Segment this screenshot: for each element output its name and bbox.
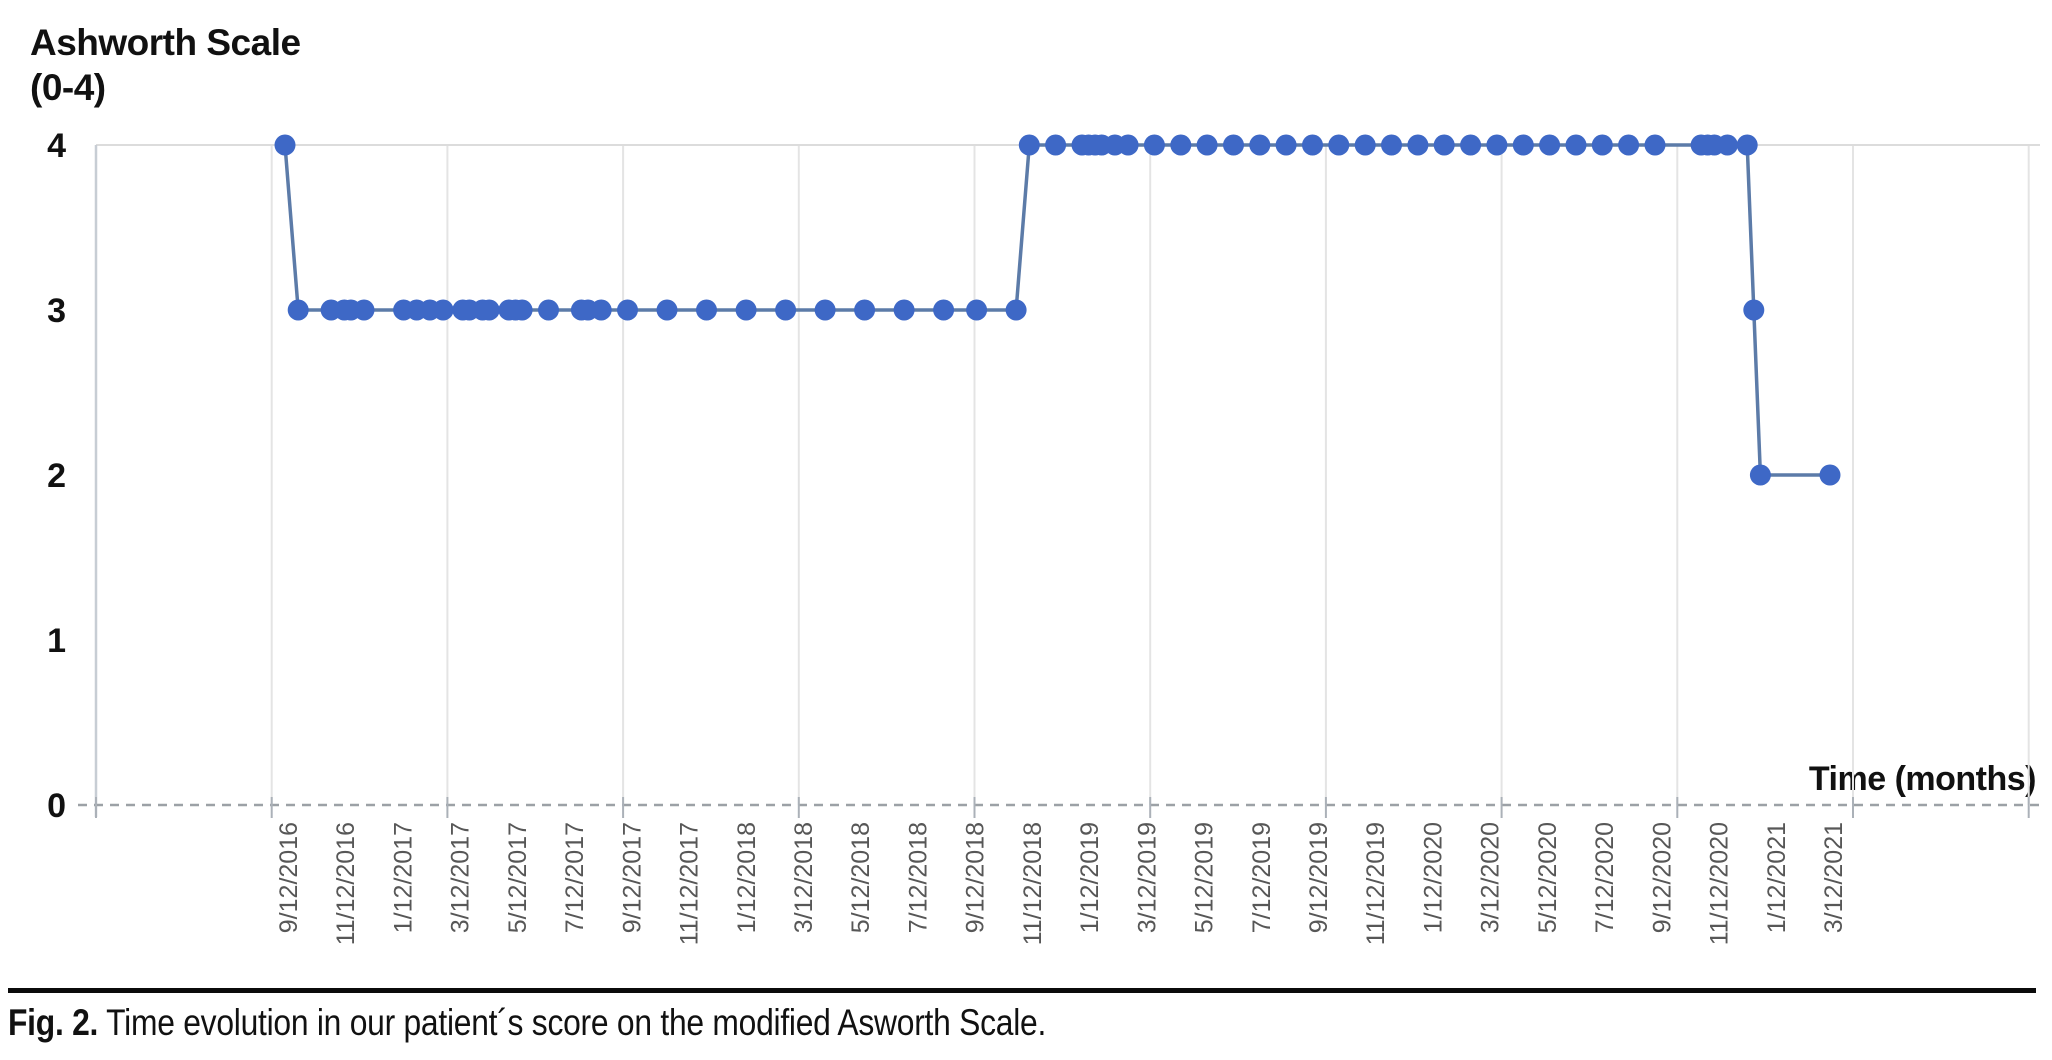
data-point: [1275, 134, 1297, 156]
y-tick-label: 2: [47, 457, 66, 495]
x-tick-label: 3/12/2021: [1820, 822, 1848, 933]
y-tick-label: 1: [47, 622, 66, 660]
data-point: [432, 299, 454, 321]
x-axis-title: Time (months): [1808, 760, 2037, 798]
x-tick-label: 11/12/2019: [1362, 822, 1390, 945]
caption-text: Time evolution in our patient´s score on…: [98, 1002, 1047, 1043]
x-tick-label: 9/12/2016: [275, 822, 303, 933]
x-tick-label: 5/12/2019: [1191, 822, 1219, 933]
ashworth-line-chart: 4 3 2 1 0 9/12/2016 11/12/2016 1/12/2017 3/12/20…: [47, 127, 2044, 945]
data-point: [538, 299, 559, 321]
data-point: [1460, 134, 1482, 156]
x-tick-label: 1/12/2019: [1076, 822, 1104, 933]
x-tick-label: 7/12/2017: [561, 822, 589, 933]
data-point: [1749, 464, 1771, 486]
chart-title: Ashworth Scale (0-4): [30, 20, 301, 110]
y-tick-label: 4: [47, 127, 66, 165]
data-point: [1143, 134, 1165, 156]
data-point: [1486, 134, 1508, 156]
data-point: [1565, 134, 1587, 156]
data-point: [1302, 134, 1323, 156]
x-tick-label: 7/12/2018: [904, 822, 932, 933]
data-point: [1018, 134, 1040, 156]
x-tick-label: 7/12/2019: [1248, 822, 1276, 933]
x-tick-label: 9/12/2018: [962, 822, 990, 933]
x-tick-label: 3/12/2020: [1477, 822, 1505, 933]
x-tick-label: 11/12/2018: [1019, 822, 1047, 945]
x-tick-label: 5/12/2018: [847, 822, 875, 933]
data-point: [854, 299, 876, 321]
data-point: [1249, 134, 1271, 156]
x-tick-label: 3/12/2017: [447, 822, 475, 933]
x-tick-label: 9/12/2019: [1305, 822, 1333, 933]
data-point: [274, 134, 296, 156]
data-point: [656, 299, 678, 321]
data-point: [1433, 134, 1455, 156]
x-tick-label: 9/12/2017: [618, 822, 646, 933]
data-point: [1196, 134, 1218, 156]
x-tick-label: 9/12/2020: [1648, 822, 1676, 933]
data-point: [1407, 134, 1429, 156]
data-point: [1591, 134, 1613, 156]
x-tick-label: 5/12/2020: [1534, 822, 1562, 933]
x-tick-label: 5/12/2017: [504, 822, 532, 933]
caption-inner: Fig. 2. Time evolution in our patient´s …: [8, 1002, 1046, 1044]
data-point: [1644, 134, 1666, 156]
chart-title-line1: Ashworth Scale: [30, 22, 301, 63]
data-point: [966, 299, 988, 321]
data-point: [1539, 134, 1561, 156]
figure-caption: Fig. 2. Time evolution in our patient´s …: [8, 988, 2036, 1044]
figure-label: Fig. 2.: [8, 1002, 99, 1043]
data-point: [1819, 464, 1841, 486]
data-point: [617, 299, 638, 321]
data-point: [1117, 134, 1139, 156]
data-point: [735, 299, 757, 321]
x-tick-label: 11/12/2016: [332, 822, 360, 945]
data-point: [1736, 134, 1758, 156]
x-tick-label: 11/12/2020: [1706, 822, 1734, 945]
data-point: [1743, 299, 1765, 321]
x-tick-label: 11/12/2017: [676, 822, 704, 945]
x-tick-label: 1/12/2021: [1763, 822, 1791, 933]
x-tick-label: 1/12/2018: [733, 822, 761, 933]
data-point: [1354, 134, 1376, 156]
x-tick-label: 1/12/2020: [1419, 822, 1447, 933]
data-point: [775, 299, 797, 321]
data-point: [1618, 134, 1640, 156]
data-point: [511, 299, 533, 321]
x-tick-label: 3/12/2018: [790, 822, 818, 933]
data-point: [353, 299, 375, 321]
data-point: [933, 299, 955, 321]
data-point: [1045, 134, 1067, 156]
data-point: [1716, 134, 1738, 156]
data-point: [814, 299, 836, 321]
data-point: [1328, 134, 1350, 156]
data-point: [893, 299, 915, 321]
chart-title-line2: (0-4): [30, 67, 106, 109]
data-point: [287, 299, 309, 321]
data-point: [696, 299, 717, 321]
data-point: [1512, 134, 1534, 156]
data-point: [590, 299, 612, 321]
y-tick-label: 0: [47, 787, 66, 825]
data-point: [1170, 134, 1192, 156]
data-point: [1381, 134, 1402, 156]
y-tick-label: 3: [47, 292, 66, 330]
x-tick-label: 3/12/2019: [1133, 822, 1161, 933]
x-tick-label: 7/12/2020: [1591, 822, 1619, 933]
data-point: [1005, 299, 1027, 321]
x-tick-label: 1/12/2017: [389, 822, 417, 933]
data-point: [478, 299, 500, 321]
data-point: [1223, 134, 1244, 156]
